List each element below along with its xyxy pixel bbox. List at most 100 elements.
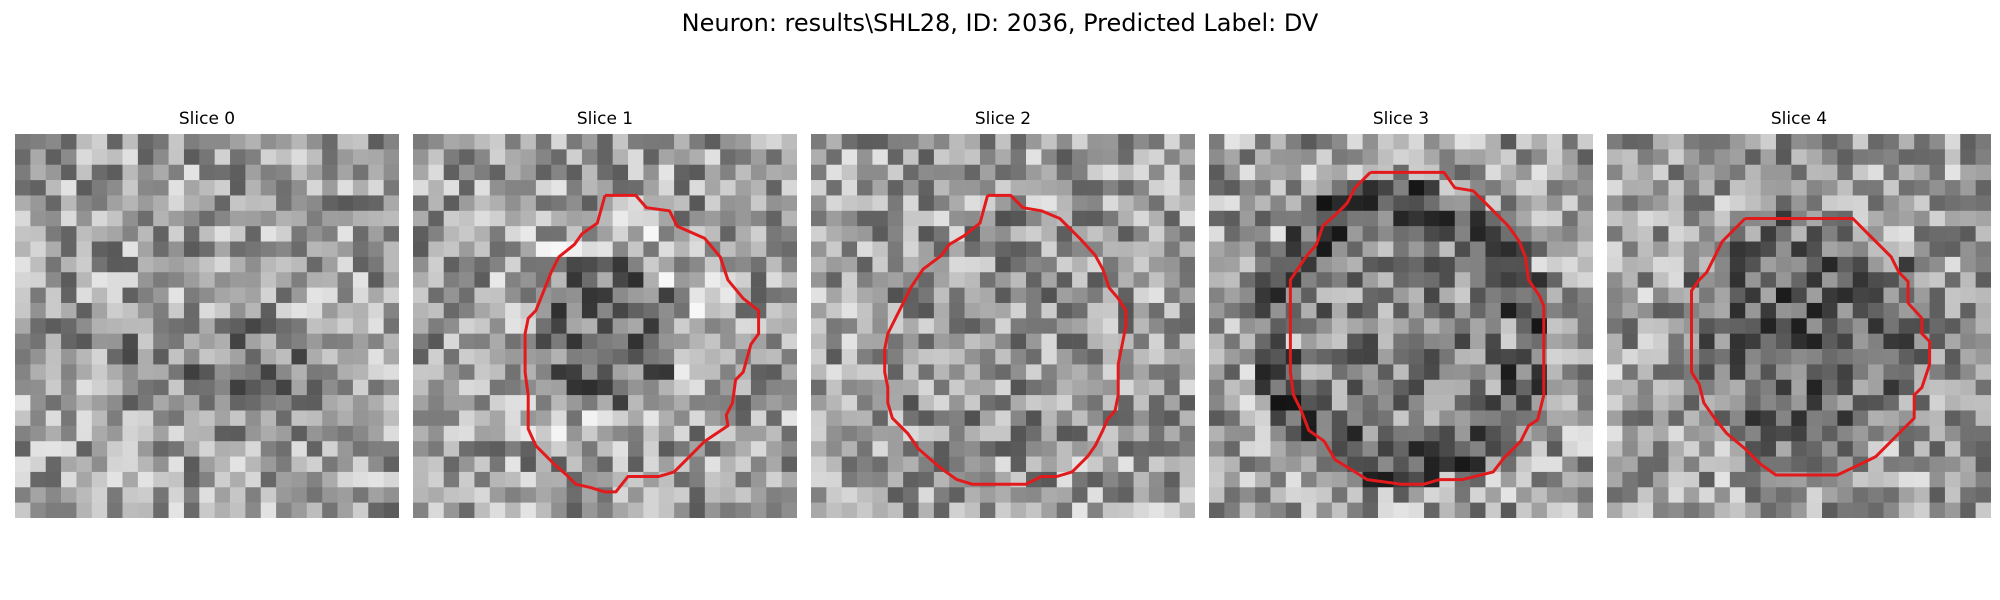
- pixel: [1102, 241, 1119, 258]
- pixel: [1270, 395, 1287, 411]
- pixel: [1668, 287, 1685, 304]
- pixel: [1239, 164, 1256, 181]
- pixel: [1072, 149, 1088, 166]
- pixel: [612, 149, 629, 166]
- pixel: [1516, 226, 1532, 242]
- pixel: [1362, 210, 1379, 227]
- pixel: [750, 134, 767, 150]
- pixel: [1026, 349, 1042, 365]
- pixel: [1408, 441, 1425, 457]
- pixel: [1898, 180, 1915, 196]
- pixel: [1914, 180, 1930, 196]
- pixel: [1637, 379, 1654, 396]
- pixel: [781, 364, 797, 381]
- pixel: [841, 379, 858, 396]
- pixel: [428, 364, 445, 381]
- pixel: [1347, 441, 1363, 457]
- pixel: [352, 134, 369, 150]
- pixel: [979, 502, 996, 518]
- pixel: [337, 395, 354, 411]
- pixel: [520, 364, 537, 381]
- pixel: [1516, 471, 1532, 488]
- pixel: [107, 241, 123, 258]
- pixel: [1637, 425, 1654, 442]
- pixel: [1500, 256, 1517, 273]
- pixel: [1668, 349, 1685, 365]
- pixel: [368, 471, 384, 488]
- pixel: [1975, 210, 1991, 227]
- pixel: [964, 210, 981, 227]
- pixel: [735, 272, 752, 288]
- pixel: [428, 410, 445, 427]
- pixel: [76, 456, 93, 473]
- pixel: [1791, 395, 1807, 411]
- pixel: [352, 180, 369, 196]
- pixel: [107, 395, 123, 411]
- pixel: [1637, 210, 1654, 227]
- slice-image-4: [1607, 134, 1991, 518]
- pixel: [1239, 333, 1256, 350]
- pixel: [995, 134, 1011, 150]
- pixel: [811, 302, 827, 319]
- pixel: [857, 164, 873, 181]
- pixel: [1041, 241, 1058, 258]
- pixel: [337, 502, 354, 518]
- pixel: [735, 425, 752, 442]
- pixel: [76, 226, 93, 242]
- pixel: [1929, 395, 1946, 411]
- pixel: [306, 364, 323, 381]
- pixel: [1714, 241, 1731, 258]
- pixel: [1118, 195, 1134, 212]
- pixel: [841, 241, 858, 258]
- pixel: [933, 210, 950, 227]
- pixel: [459, 379, 475, 396]
- pixel: [474, 210, 491, 227]
- pixel: [428, 441, 445, 457]
- pixel: [1224, 302, 1241, 319]
- pixel: [841, 180, 858, 196]
- pixel: [1852, 272, 1869, 288]
- pixel: [489, 441, 506, 457]
- pixel: [1622, 210, 1639, 227]
- pixel: [107, 425, 123, 442]
- pixel: [1485, 287, 1502, 304]
- pixel: [1148, 287, 1165, 304]
- pixel: [137, 395, 154, 411]
- pixel: [1714, 364, 1731, 381]
- pixel: [61, 441, 77, 457]
- pixel: [1960, 226, 1976, 242]
- pixel: [1960, 241, 1976, 258]
- pixel: [1500, 349, 1517, 365]
- pixel: [1822, 226, 1838, 242]
- pixel: [1285, 441, 1302, 457]
- pixel: [1791, 287, 1807, 304]
- pixel: [260, 149, 277, 166]
- pixel: [781, 456, 797, 473]
- pixel: [291, 487, 308, 503]
- pixel: [1622, 487, 1639, 503]
- pixel: [1607, 272, 1623, 288]
- pixel: [368, 149, 384, 166]
- pixel: [1562, 164, 1578, 181]
- pixel: [750, 425, 767, 442]
- pixel: [1255, 272, 1271, 288]
- pixel: [1270, 195, 1287, 212]
- pixel: [1760, 195, 1777, 212]
- pixel: [428, 180, 445, 196]
- pixel: [1929, 410, 1946, 427]
- pixel: [1148, 425, 1165, 442]
- pixel: [1516, 302, 1532, 319]
- pixel: [841, 425, 858, 442]
- pixel: [352, 379, 369, 396]
- pixel: [230, 272, 246, 288]
- pixel: [735, 302, 752, 319]
- pixel: [276, 287, 292, 304]
- pixel: [566, 441, 583, 457]
- pixel: [306, 395, 323, 411]
- pixel: [1485, 210, 1502, 227]
- pixel: [1546, 287, 1563, 304]
- pixel: [1944, 379, 1961, 396]
- pixel: [1714, 349, 1731, 365]
- pixel: [1485, 379, 1502, 396]
- pixel: [1546, 395, 1563, 411]
